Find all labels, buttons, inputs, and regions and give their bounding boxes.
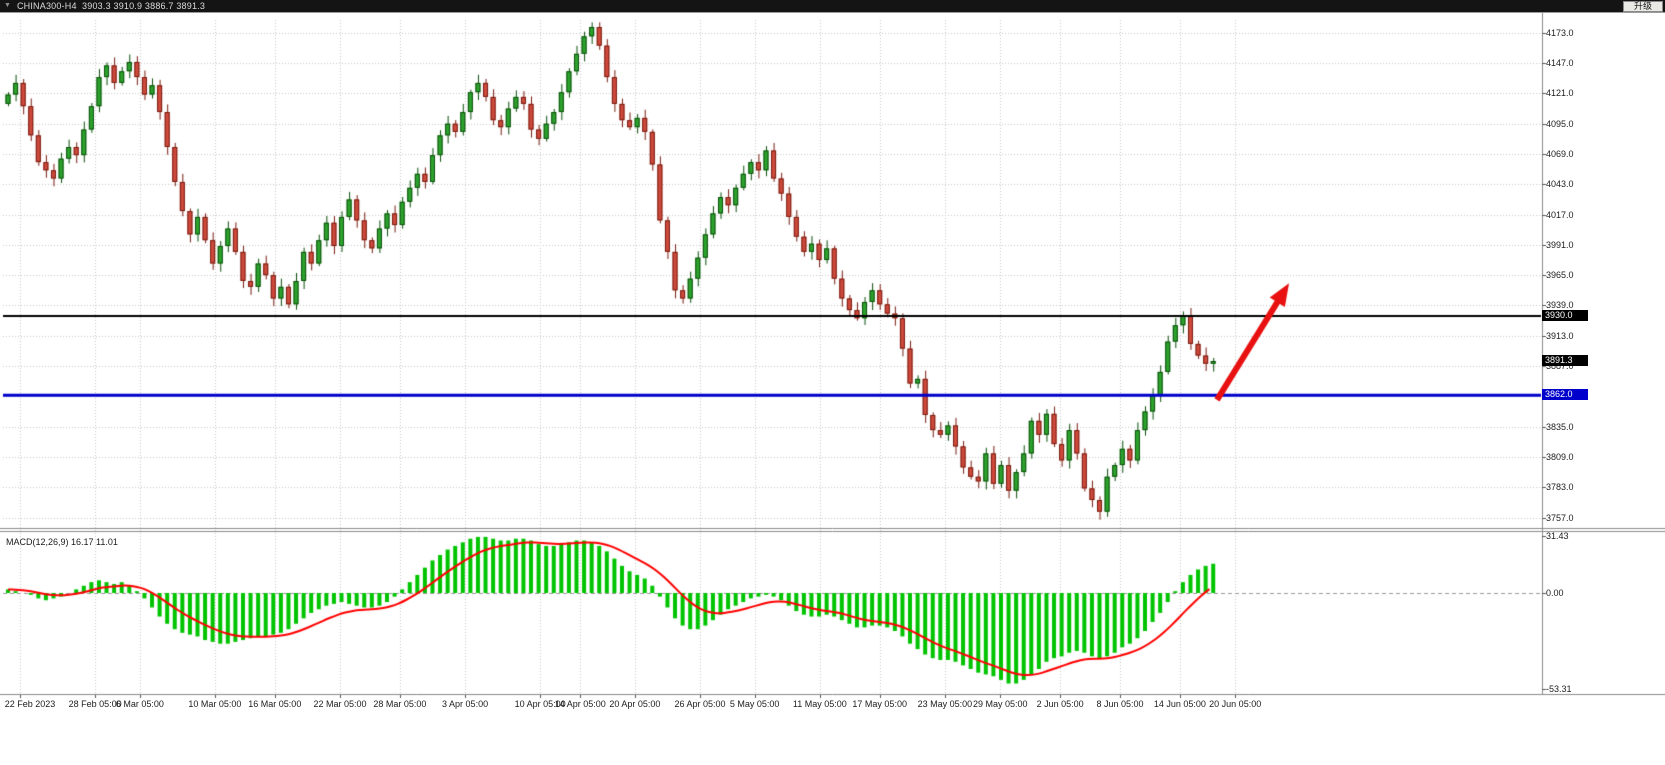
price-axis-label: 3887.0 <box>1546 361 1574 372</box>
price-axis-label: 4095.0 <box>1546 118 1574 129</box>
time-axis-label: 11 May 05:00 <box>792 699 847 709</box>
price-axis-label: 3835.0 <box>1546 421 1574 432</box>
macd-axis-label: 31.43 <box>1546 531 1569 542</box>
time-axis-label: 5 May 05:00 <box>729 699 780 709</box>
price-tag-resistance-line[interactable]: 3930.0 <box>1542 309 1588 321</box>
time-axis-label: 22 Feb 2023 <box>4 699 56 709</box>
macd-axis-label: 0.00 <box>1546 588 1564 598</box>
up-trend-arrow-annotation[interactable] <box>1208 272 1303 407</box>
price-axis-label: 3783.0 <box>1546 482 1574 493</box>
symbol-ohlc-label: CHINA300-H4 3903.3 3910.9 3886.7 3891.3 <box>16 1 206 11</box>
price-axis-label: 4017.0 <box>1546 209 1574 220</box>
price-axis-label: 3991.0 <box>1546 239 1574 250</box>
time-axis-label: 2 Jun 05:00 <box>1036 699 1084 709</box>
time-axis-label: 10 Apr 05:00 <box>514 699 566 709</box>
chevron-down-icon[interactable]: ▼ <box>4 2 11 9</box>
price-axis-label: 3757.0 <box>1546 512 1574 523</box>
price-axis-label: 4069.0 <box>1546 148 1574 159</box>
price-axis-label: 4121.0 <box>1546 88 1574 99</box>
price-axis-label: 4147.0 <box>1546 58 1574 69</box>
upgrade-button[interactable]: 升级 <box>1622 1 1663 12</box>
time-axis-label: 8 Jun 05:00 <box>1096 699 1144 709</box>
macd-axis-label: -53.31 <box>1546 684 1572 695</box>
time-axis-label: 23 May 05:00 <box>917 699 973 709</box>
price-axis-label: 4043.0 <box>1546 179 1574 190</box>
time-axis-label: 10 Mar 05:00 <box>188 699 242 709</box>
time-axis-label: 17 May 05:00 <box>852 699 907 709</box>
time-axis[interactable]: 22 Feb 2023 28 Feb 05:00 6 Mar 05:00 10 Mar… <box>0 699 1665 713</box>
price-axis-label: 3965.0 <box>1546 270 1574 281</box>
macd-indicator-label: MACD(12,26,9) 16.17 11.01 <box>6 537 118 547</box>
price-axis[interactable]: 4173.0 4147.0 4121.0 4095.0 4069.0 4043.0 4017… <box>1546 0 1664 765</box>
time-axis-label: 16 Mar 05:00 <box>248 699 302 709</box>
price-axis-label: 4173.0 <box>1546 27 1574 38</box>
price-axis-label: 3913.0 <box>1546 330 1574 341</box>
time-axis-label: 14 Jun 05:00 <box>1153 699 1206 709</box>
time-axis-label: 22 Mar 05:00 <box>313 699 367 709</box>
time-axis-label: 28 Mar 05:00 <box>373 699 427 709</box>
time-axis-label: 14 Apr 05:00 <box>554 699 606 709</box>
price-axis-label: 3809.0 <box>1546 451 1574 462</box>
time-axis-label: 20 Apr 05:00 <box>609 699 661 709</box>
time-axis-label: 29 May 05:00 <box>972 699 1028 709</box>
chart-titlebar: ▼ CHINA300-H4 3903.3 3910.9 3886.7 3891.… <box>0 0 1665 13</box>
price-tag-support-line[interactable]: 3862.0 <box>1542 389 1588 401</box>
time-axis-label: 28 Feb 05:00 <box>68 699 122 709</box>
time-axis-label: 20 Jun 05:00 <box>1209 699 1262 709</box>
price-tag-last-price: 3891.3 <box>1542 355 1588 367</box>
time-axis-label: 3 Apr 05:00 <box>442 699 489 709</box>
time-axis-label: 26 Apr 05:00 <box>674 699 726 709</box>
price-axis-label: 3939.0 <box>1546 300 1574 311</box>
time-axis-label: 6 Mar 05:00 <box>115 699 164 709</box>
